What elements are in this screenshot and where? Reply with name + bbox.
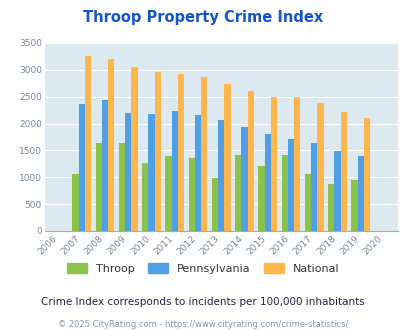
Bar bbox=[165, 156, 171, 231]
Bar bbox=[211, 178, 217, 231]
Legend: Throop, Pennsylvania, National: Throop, Pennsylvania, National bbox=[67, 263, 338, 274]
Bar bbox=[217, 120, 224, 231]
Bar bbox=[327, 184, 333, 231]
Bar bbox=[142, 163, 148, 231]
Bar bbox=[304, 174, 310, 231]
Bar bbox=[188, 158, 194, 231]
Bar bbox=[224, 84, 230, 231]
Bar bbox=[154, 72, 160, 231]
Bar bbox=[119, 143, 125, 231]
Bar bbox=[287, 139, 293, 231]
Text: Crime Index corresponds to incidents per 100,000 inhabitants: Crime Index corresponds to incidents per… bbox=[41, 297, 364, 307]
Bar bbox=[200, 77, 207, 231]
Bar bbox=[241, 127, 247, 231]
Bar bbox=[108, 59, 114, 231]
Bar bbox=[264, 134, 270, 231]
Bar bbox=[350, 181, 357, 231]
Bar bbox=[131, 67, 137, 231]
Bar bbox=[247, 91, 253, 231]
Bar bbox=[194, 115, 200, 231]
Bar bbox=[270, 97, 277, 231]
Text: © 2025 CityRating.com - https://www.cityrating.com/crime-statistics/: © 2025 CityRating.com - https://www.city… bbox=[58, 320, 347, 329]
Bar bbox=[125, 113, 131, 231]
Text: Throop Property Crime Index: Throop Property Crime Index bbox=[83, 10, 322, 25]
Bar bbox=[363, 117, 369, 231]
Bar bbox=[281, 155, 287, 231]
Bar bbox=[340, 112, 346, 231]
Bar bbox=[85, 56, 91, 231]
Bar bbox=[148, 114, 154, 231]
Bar bbox=[310, 143, 317, 231]
Bar bbox=[171, 111, 177, 231]
Bar bbox=[96, 143, 102, 231]
Bar bbox=[102, 100, 108, 231]
Bar bbox=[234, 155, 241, 231]
Bar bbox=[333, 151, 340, 231]
Bar bbox=[72, 174, 79, 231]
Bar bbox=[258, 166, 264, 231]
Bar bbox=[79, 104, 85, 231]
Bar bbox=[317, 103, 323, 231]
Bar bbox=[293, 97, 300, 231]
Bar bbox=[177, 74, 184, 231]
Bar bbox=[357, 156, 363, 231]
